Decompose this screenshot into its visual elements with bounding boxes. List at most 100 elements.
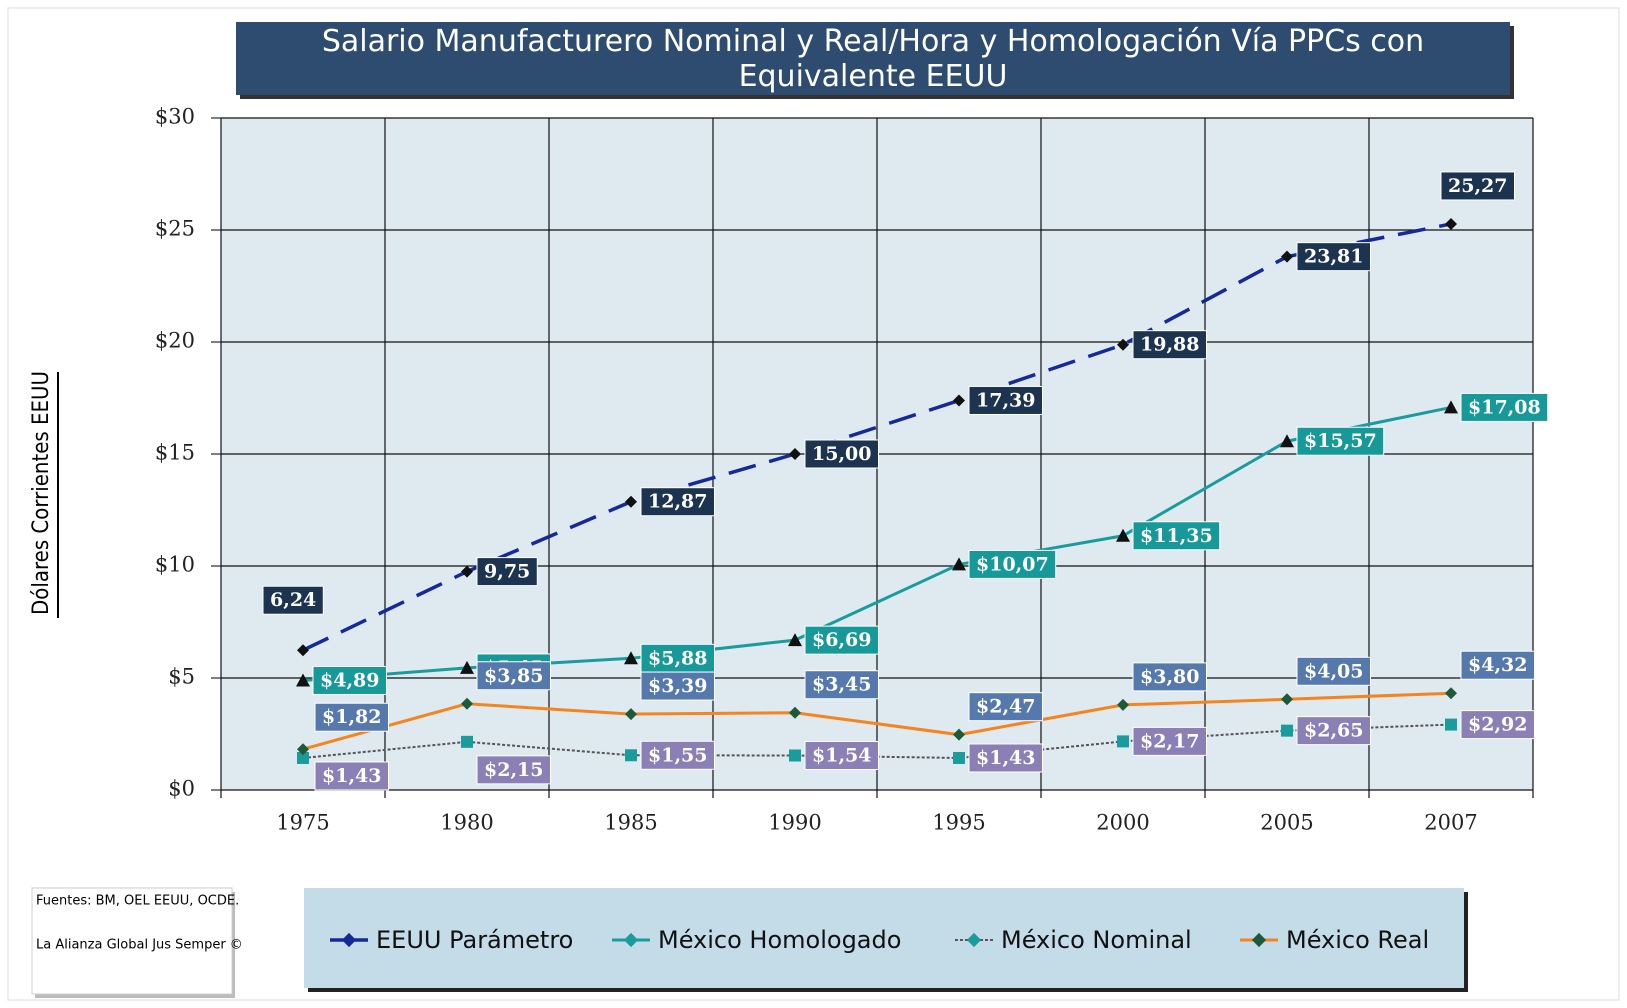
marker <box>953 751 965 764</box>
data-label-text: $17,08 <box>1468 396 1541 418</box>
legend-label: México Real <box>1286 926 1429 954</box>
data-label: $2,47 <box>968 692 1043 722</box>
y-tick-label: $20 <box>155 329 195 353</box>
marker <box>460 660 474 674</box>
data-label: 9,75 <box>476 557 538 587</box>
data-label-text: $4,32 <box>1468 654 1528 676</box>
note: Fuentes: BM, OEL EEUU, OCDE. <box>36 894 239 909</box>
x-tick-label: 2007 <box>1424 811 1477 835</box>
data-label-text: 6,24 <box>270 589 316 611</box>
legend-label: México Homologado <box>658 926 901 954</box>
data-label-text: $1,43 <box>322 765 382 787</box>
x-tick-label: 1985 <box>604 811 657 835</box>
marker <box>296 673 310 687</box>
data-label: $15,57 <box>1296 426 1385 456</box>
data-label-text: $2,15 <box>484 759 544 781</box>
data-label-text: $1,82 <box>322 706 382 728</box>
data-label: $3,39 <box>640 671 715 701</box>
data-label: $4,32 <box>1460 650 1535 680</box>
data-label-box <box>640 487 715 517</box>
y-tick-label: $10 <box>155 553 195 577</box>
legend-marker <box>966 932 982 948</box>
marker <box>953 728 965 741</box>
marker <box>297 743 309 756</box>
marker <box>789 706 801 719</box>
marker <box>1281 724 1293 737</box>
marker <box>461 697 473 710</box>
marker <box>952 557 966 571</box>
data-label-box <box>968 692 1043 722</box>
data-label: $2,65 <box>1296 716 1371 746</box>
data-label: $5,88 <box>640 643 715 673</box>
marker <box>1117 338 1129 351</box>
data-label: 6,24 <box>262 585 324 615</box>
data-label-text: $2,47 <box>976 696 1036 718</box>
data-label-text: 23,81 <box>1304 246 1364 268</box>
data-label-text: $15,57 <box>1304 430 1377 452</box>
legend-box <box>304 888 1464 988</box>
data-label: $2,15 <box>476 755 551 785</box>
marker <box>625 749 637 762</box>
data-label: $11,35 <box>1132 521 1221 551</box>
data-label-box <box>1440 171 1515 201</box>
data-label-box <box>1132 521 1221 551</box>
data-label-box <box>968 549 1057 579</box>
marker <box>1445 718 1457 731</box>
data-label: $17,08 <box>1460 392 1549 422</box>
marker <box>789 749 801 762</box>
marker <box>1445 687 1457 700</box>
data-label-box <box>968 743 1043 773</box>
marker <box>461 735 473 748</box>
chart-title: Salario Manufacturero Nominal y Real/Hor… <box>321 24 1425 94</box>
marker <box>788 633 802 647</box>
marker <box>953 394 965 407</box>
data-label-box <box>1460 650 1535 680</box>
data-label: $3,80 <box>1132 662 1207 692</box>
data-label-box <box>804 670 879 700</box>
marker <box>1444 400 1458 414</box>
data-label-text: $4,89 <box>320 669 380 691</box>
data-label-box <box>1296 716 1371 746</box>
data-label-text: $5,88 <box>648 647 708 669</box>
marker <box>1117 735 1129 748</box>
y-tick-label: $0 <box>168 777 195 801</box>
series-line <box>302 691 1452 751</box>
data-label-box <box>640 643 715 673</box>
legend-marker <box>623 932 639 948</box>
data-label-text: 9,75 <box>484 561 530 583</box>
legend-label: México Nominal <box>1001 926 1192 954</box>
data-label-text: 19,88 <box>1140 334 1200 356</box>
data-label: $6,69 <box>804 625 879 655</box>
x-tick-label: 1975 <box>276 811 329 835</box>
data-label-box <box>804 741 879 771</box>
data-label-box <box>1460 710 1535 740</box>
data-label-text: 17,39 <box>976 389 1036 411</box>
data-label-text: $2,92 <box>1468 714 1528 736</box>
x-tick-label: 1995 <box>932 811 985 835</box>
legend-marker <box>1251 932 1267 948</box>
data-label-box <box>476 557 538 587</box>
data-label-box <box>1296 426 1385 456</box>
data-label-box <box>1296 656 1371 686</box>
data-label-text: $1,43 <box>976 747 1036 769</box>
y-axis-label: Dólares Corrientes EEUU <box>29 371 54 615</box>
y-tick-label: $30 <box>155 105 195 129</box>
y-tick-label: $15 <box>155 441 195 465</box>
data-label: $1,43 <box>968 743 1043 773</box>
data-label: 25,27 <box>1440 171 1515 201</box>
data-label-text: $1,54 <box>812 745 872 767</box>
data-label-box <box>1132 726 1207 756</box>
data-label-box <box>968 385 1043 415</box>
data-label-text: $3,85 <box>484 665 544 687</box>
data-label-box <box>804 625 879 655</box>
data-label-box <box>476 661 551 691</box>
marker <box>1116 528 1130 542</box>
data-label-box <box>1132 662 1207 692</box>
data-label-text: 25,27 <box>1448 175 1508 197</box>
data-label-box <box>1296 242 1371 272</box>
legend-label: EEUU Parámetro <box>376 926 573 954</box>
data-label: $1,82 <box>314 702 389 732</box>
marker <box>297 644 309 657</box>
data-label-text: $1,55 <box>648 744 708 766</box>
marker <box>461 565 473 578</box>
